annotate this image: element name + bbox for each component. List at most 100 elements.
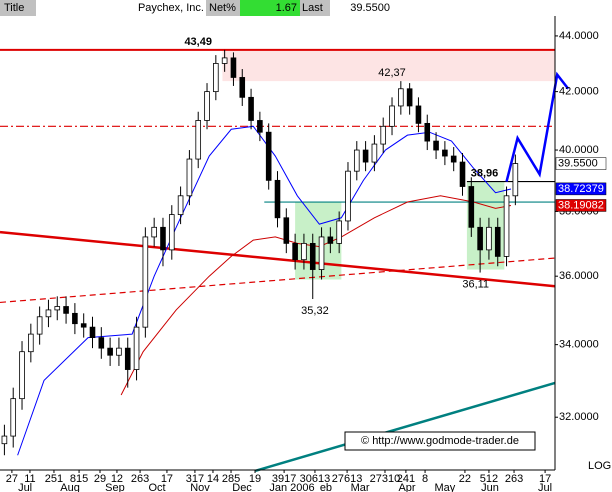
month-label: Dec <box>232 482 252 492</box>
x-tick-label: 12 <box>111 473 123 485</box>
candle-body <box>398 88 404 107</box>
candle-body <box>353 149 360 172</box>
annotation: 42,37 <box>378 67 406 79</box>
candle-body <box>28 333 34 353</box>
last-value-box <box>330 0 392 16</box>
candle-body <box>406 88 413 107</box>
candle-body <box>486 226 492 251</box>
x-tick-label: 17 <box>539 473 551 485</box>
candle-body <box>450 155 457 163</box>
month-label: Mar <box>351 482 370 492</box>
y-tick-label: 44.0000 <box>559 30 599 42</box>
trendline <box>255 381 556 472</box>
x-tick-label: 285 <box>222 473 240 485</box>
price-box <box>555 182 607 196</box>
candle-body <box>468 186 475 228</box>
candle-body <box>204 91 210 121</box>
candle-body <box>265 131 272 181</box>
title-box <box>0 0 36 16</box>
last-label: Last <box>302 2 323 14</box>
candle-body <box>72 312 78 325</box>
candle-body <box>318 236 325 270</box>
y-tick-label: 32.0000 <box>559 411 599 423</box>
x-tick-label: 17 <box>161 473 173 485</box>
candle-body <box>36 316 43 335</box>
x-tick-label: 30613 <box>300 473 331 485</box>
month-label: Aug <box>60 482 80 492</box>
trendline <box>0 257 556 304</box>
x-tick-label: 29 <box>94 473 106 485</box>
moving-average <box>120 195 512 396</box>
candle-body <box>213 63 219 93</box>
net-value: 1.67 <box>276 2 297 14</box>
candle-body <box>80 323 87 328</box>
month-label: Jul <box>18 482 32 492</box>
price-box <box>555 157 607 170</box>
annotation: 38,96 <box>471 167 499 179</box>
candle-body <box>1 435 8 445</box>
net-label-box <box>206 0 240 16</box>
candle-body <box>371 143 378 163</box>
x-tick-label: 11 <box>24 473 35 485</box>
candle-body <box>63 306 69 314</box>
month-label: Jul <box>538 482 552 492</box>
candle-body <box>98 337 105 349</box>
candle-body <box>274 179 281 219</box>
x-tick-label: 3917 <box>272 473 296 485</box>
price-box <box>555 199 607 212</box>
candle-body <box>186 158 193 197</box>
y-tick-label: 36.0000 <box>559 270 599 282</box>
candle-body <box>512 163 519 197</box>
x-tick-label: 512 <box>480 473 498 485</box>
x-tick-label: 241 <box>397 473 415 485</box>
x-tick-label: 317 <box>186 473 204 485</box>
annotation: 35,32 <box>301 305 329 317</box>
candle-body <box>459 161 466 187</box>
candle-body <box>239 77 246 98</box>
last-label-box <box>300 0 330 16</box>
candle-body <box>362 149 369 163</box>
x-tick-label: 263 <box>131 473 149 485</box>
net-label: Net% <box>209 2 236 14</box>
x-tick-label: 815 <box>70 473 88 485</box>
candle-body <box>301 242 307 261</box>
trendline <box>0 230 556 288</box>
x-tick-label: 27310 <box>370 473 401 485</box>
candle-body <box>142 236 149 328</box>
copyright: © http://www.godmode-trader.de <box>361 435 519 447</box>
candle-body <box>257 120 263 133</box>
candle-body <box>433 140 439 151</box>
x-tick-label: 14 <box>207 473 219 485</box>
candle-body <box>151 226 157 238</box>
candle-body <box>389 105 395 127</box>
x-tick-label: 27 <box>6 473 18 485</box>
y-tick-label: 40.0000 <box>559 144 599 156</box>
candle-body <box>248 96 254 121</box>
candle-body <box>424 122 431 142</box>
candle-body <box>195 120 202 160</box>
candle-body <box>168 214 175 251</box>
annotation: 43,49 <box>184 36 212 48</box>
candle-body <box>283 217 290 244</box>
y-tick-label: 42.0000 <box>559 86 599 98</box>
candle-body <box>133 326 140 370</box>
month-label: Nov <box>190 482 210 492</box>
price-box-label: 38.19082 <box>558 199 604 211</box>
candle-body <box>221 57 228 64</box>
candle-body <box>327 236 334 244</box>
candle-body <box>116 347 122 356</box>
name-box <box>36 0 206 16</box>
candle-body <box>415 105 422 124</box>
x-tick-label: 263 <box>505 473 523 485</box>
x-tick-label: 8 <box>422 473 428 485</box>
scale-label: LOG <box>588 460 611 472</box>
candle-body <box>19 351 25 400</box>
y-tick-label: 34.0000 <box>559 339 599 351</box>
candle-body <box>54 306 61 311</box>
candle-body <box>89 326 96 339</box>
title-label: Title <box>4 2 24 14</box>
candle-body <box>230 57 237 78</box>
candle-body <box>124 347 131 370</box>
candle-body <box>503 195 510 257</box>
